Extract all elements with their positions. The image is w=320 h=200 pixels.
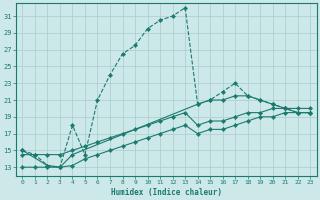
- X-axis label: Humidex (Indice chaleur): Humidex (Indice chaleur): [111, 188, 222, 197]
